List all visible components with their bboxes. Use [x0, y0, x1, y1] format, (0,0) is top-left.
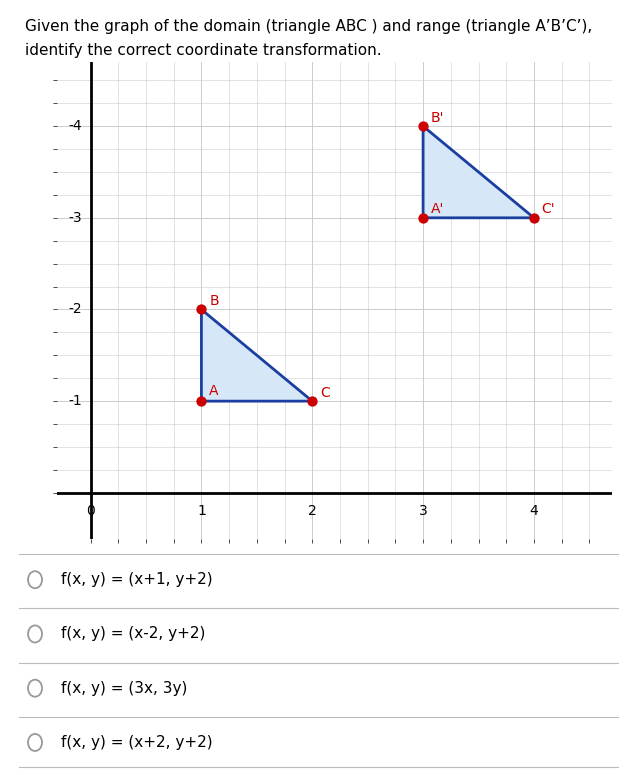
Text: 4: 4: [529, 504, 538, 518]
Polygon shape: [423, 126, 534, 218]
Polygon shape: [201, 309, 312, 401]
Text: C': C': [541, 202, 555, 216]
Text: C: C: [320, 385, 330, 400]
Text: A': A': [431, 202, 444, 216]
Text: identify the correct coordinate transformation.: identify the correct coordinate transfor…: [25, 43, 382, 57]
Text: -3: -3: [68, 211, 82, 225]
Text: Given the graph of the domain (triangle ABC ) and range (triangle A’B’C’),: Given the graph of the domain (triangle …: [25, 19, 593, 34]
Text: f(x, y) = (3x, 3y): f(x, y) = (3x, 3y): [61, 680, 187, 696]
Text: -1: -1: [68, 394, 82, 408]
Text: -4: -4: [68, 119, 82, 133]
Text: 2: 2: [308, 504, 317, 518]
Text: 1: 1: [197, 504, 206, 518]
Text: f(x, y) = (x+2, y+2): f(x, y) = (x+2, y+2): [61, 735, 212, 750]
Point: [196, 395, 206, 408]
Point: [196, 303, 206, 315]
Text: -2: -2: [68, 302, 82, 316]
Text: 3: 3: [419, 504, 427, 518]
Text: B: B: [209, 294, 218, 308]
Point: [418, 212, 428, 224]
Point: [307, 395, 317, 408]
Point: [418, 120, 428, 133]
Text: A: A: [209, 384, 218, 398]
Text: f(x, y) = (x+1, y+2): f(x, y) = (x+1, y+2): [61, 572, 212, 587]
Text: 0: 0: [86, 504, 95, 518]
Point: [529, 212, 539, 224]
Text: f(x, y) = (x-2, y+2): f(x, y) = (x-2, y+2): [61, 626, 205, 642]
Text: B': B': [431, 111, 445, 125]
